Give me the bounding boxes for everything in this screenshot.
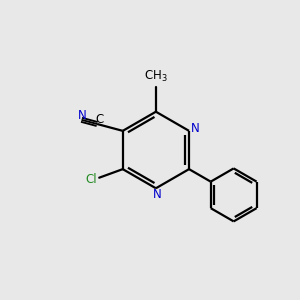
Text: N: N (153, 188, 162, 201)
Text: CH$_3$: CH$_3$ (144, 69, 168, 84)
Text: C: C (95, 113, 104, 126)
Text: Cl: Cl (85, 173, 97, 186)
Text: N: N (78, 109, 87, 122)
Text: N: N (191, 122, 200, 135)
